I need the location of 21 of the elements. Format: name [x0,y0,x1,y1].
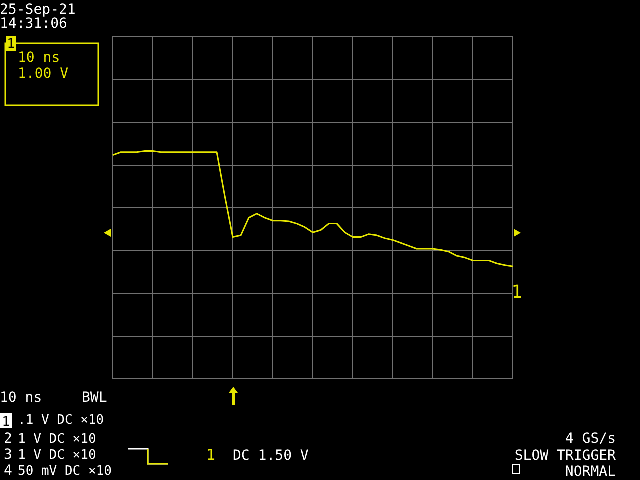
text: NORMAL [565,464,616,480]
text: 1 V DC ×10 [18,432,96,447]
text: 1 [2,415,10,430]
text: 10 ns [0,390,42,406]
text: 1 [7,37,15,52]
text: DC 1.50 V [233,448,310,464]
text: 1.00 V [18,66,70,82]
text: 25-Sep-21 [0,2,76,18]
text: 1 V DC ×10 [18,448,96,463]
text: 50 mV DC ×10 [18,464,112,479]
text: 1 [512,282,522,303]
text: 2 [4,431,12,447]
text: SLOW TRIGGER [514,448,617,464]
text: .1 V DC ×10 [18,413,104,428]
text: BWL [82,390,108,406]
text: 4 GS/s [565,431,616,447]
text: 1 [206,446,216,464]
text: 4 [4,463,12,479]
text: 10 ns [18,50,60,66]
text: 14:31:06 [0,16,68,32]
text: 3 [4,447,12,463]
